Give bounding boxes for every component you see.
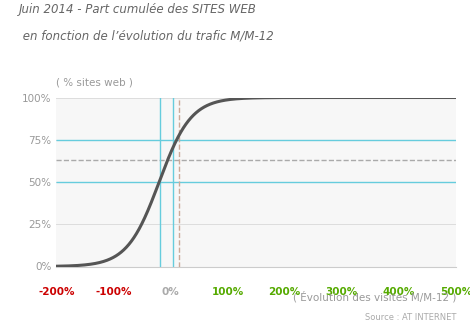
- Text: -200%: -200%: [38, 287, 75, 297]
- Text: ( Évolution des visites M/M-12 ): ( Évolution des visites M/M-12 ): [292, 291, 456, 302]
- Text: 100%: 100%: [212, 287, 244, 297]
- Text: 500%: 500%: [440, 287, 470, 297]
- Text: ( % sites web ): ( % sites web ): [56, 78, 133, 88]
- Text: 200%: 200%: [268, 287, 301, 297]
- Text: Juin 2014 - Part cumulée des SITES WEB: Juin 2014 - Part cumulée des SITES WEB: [19, 3, 257, 16]
- Text: en fonction de l’évolution du trafic M/M-12: en fonction de l’évolution du trafic M/M…: [19, 29, 274, 42]
- Text: -100%: -100%: [95, 287, 132, 297]
- Text: 300%: 300%: [326, 287, 358, 297]
- Text: Source : AT INTERNET: Source : AT INTERNET: [365, 313, 456, 322]
- Text: 0%: 0%: [162, 287, 180, 297]
- Text: 400%: 400%: [383, 287, 415, 297]
